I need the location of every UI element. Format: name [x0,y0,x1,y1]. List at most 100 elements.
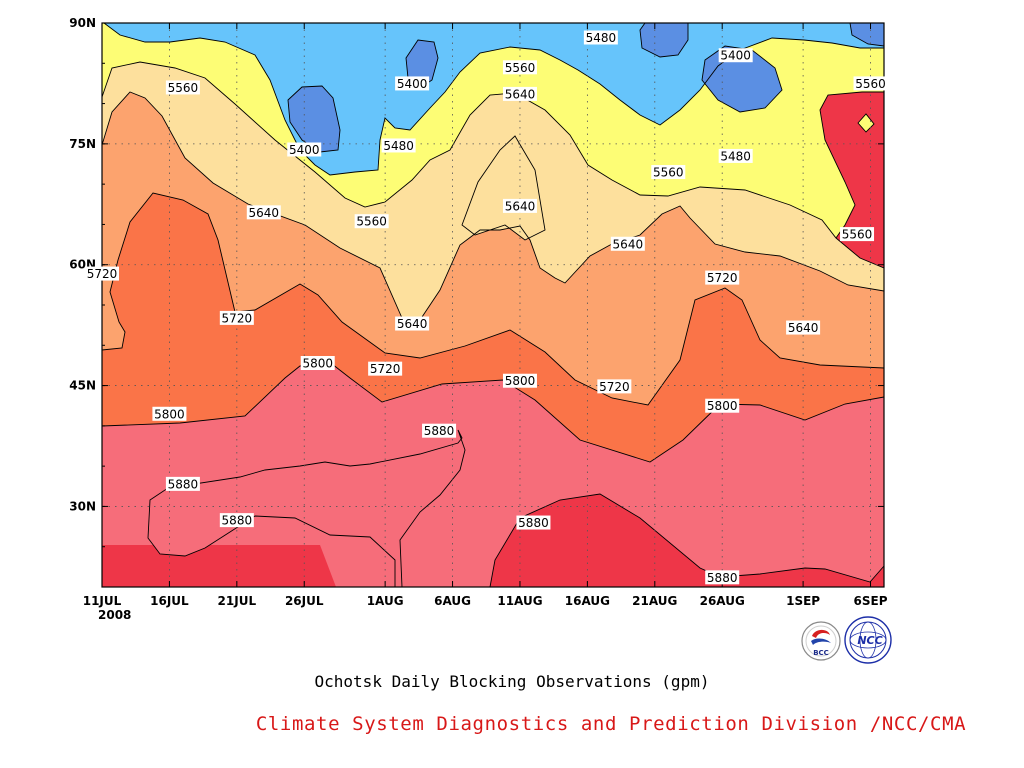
contour-label-text: 5480 [586,31,617,45]
band-5640-5720 [102,92,884,405]
contour-label: 5720 [705,270,740,285]
contour-label-text: 5880 [518,516,549,530]
contour-label-bg [381,138,416,153]
contour-label-text: 5720 [707,271,738,285]
contour-label: 5720 [368,361,403,376]
contour-label: 5560 [840,227,875,242]
contour-label-bg [786,320,821,335]
contour-label-bg [840,227,875,242]
contour-label: 5640 [502,198,537,213]
contour-label-text: 5560 [168,81,199,95]
x-tick-labels: 11JUL 16JUL 21JUL 26JUL 1AUG 6AUG 11AUG 16AUG 21… [83,594,888,608]
contour-label-bg [85,266,119,281]
contour-label-text: 5720 [87,267,118,281]
contour-label-text: 5640 [613,237,644,251]
contour-label-bg [502,373,537,388]
contour-label-bg [705,398,740,413]
x-tick-label: 6AUG [434,594,471,608]
contour-label-bg [610,236,645,251]
contour-label: 5560 [853,76,888,91]
svg-text:BCC: BCC [813,649,829,657]
contour-label: 5640 [246,205,281,220]
contour-label-bg [718,48,753,63]
x-tick-label: 21AUG [632,594,677,608]
credit-line: Climate System Diagnostics and Predictio… [255,713,967,735]
contour-label-bg [422,423,457,438]
y-tick-label: 45N [69,379,96,393]
x-tick-label: 11JUL [83,594,122,608]
contour-label-text: 5720 [599,380,630,394]
contour-label-text: 5560 [505,61,536,75]
x-tick-label: 1SEP [786,594,820,608]
contour-label: 5560 [165,80,200,95]
svg-text:NCC: NCC [857,634,882,647]
contour-label-text: 5400 [289,143,320,157]
contour-label-text: 5560 [653,166,684,180]
contour-label: 5720 [85,266,119,281]
contour-label-bg [246,205,281,220]
contour-label: 5800 [152,406,187,421]
contour-label-text: 5640 [505,199,536,213]
contour-label: 5640 [786,320,821,335]
contour-label: 5880 [705,570,740,585]
contour-label-bg [583,30,618,45]
contour-label-bg [502,86,537,101]
x-tick-label: 16JUL [150,594,189,608]
axis-ticks [101,22,884,587]
y-tick-label: 75N [69,137,96,151]
chart-title: Ochotsk Daily Blocking Observations (gpm… [314,672,710,691]
contour-label-bg [705,270,740,285]
y-tick-label: 90N [69,16,96,30]
contour-label-bg [219,310,254,325]
contour-label: 5560 [651,165,686,180]
contour-label: 5480 [583,30,618,45]
x-tick-label: 26JUL [285,594,324,608]
contour-label: 5400 [287,142,322,157]
x-tick-label: 21JUL [218,594,257,608]
contour-label: 5640 [395,316,430,331]
grid-lines [102,23,884,587]
contour-label: 5880 [219,513,254,528]
x-tick-label: 16AUG [565,594,610,608]
contour-label-text: 5560 [855,77,886,91]
contour-label: 5800 [705,398,740,413]
contour-label-text: 5800 [302,357,333,371]
contour-label-text: 5880 [222,514,253,528]
bcc-logo: BCC [801,621,841,661]
contour-label-bg [651,165,686,180]
ncc-logo: NCC [844,616,892,664]
contour-label-text: 5800 [707,399,738,413]
contour-label-bg [219,513,254,528]
contour-labels: 5480 5400 5400 5560 5560 5560 5640 5400 5480 5480… [85,30,888,585]
contour-label: 5800 [300,356,335,371]
contour-label: 5640 [502,86,537,101]
contour-lines [102,23,884,587]
band-5560-5640 [102,62,884,320]
contour-label-text: 5880 [707,571,738,585]
contour-label: 5560 [502,60,537,75]
contour-label-text: 5560 [842,228,873,242]
contour-label: 5480 [381,138,416,153]
contour-label-bg [152,406,187,421]
contour-label: 5880 [165,476,200,491]
contour-label: 5480 [718,148,753,163]
contour-label-bg [395,316,430,331]
contour-label-bg [502,60,537,75]
contour-label-bg [597,379,632,394]
contour-label-text: 5480 [720,149,751,163]
contour-label: 5880 [516,515,551,530]
contour-label-bg [165,80,200,95]
x-tick-label: 6SEP [854,594,888,608]
contour-label-bg [502,198,537,213]
band-5400-5480 [104,23,884,175]
contour-label-bg [516,515,551,530]
contour-label-text: 5400 [397,77,428,91]
contour-label-bg [368,361,403,376]
contour-label-bg [165,476,200,491]
contour-label: 5720 [219,310,254,325]
contour-label-bg [718,148,753,163]
year-label: 2008 [98,608,131,622]
contour-label: 5640 [610,236,645,251]
